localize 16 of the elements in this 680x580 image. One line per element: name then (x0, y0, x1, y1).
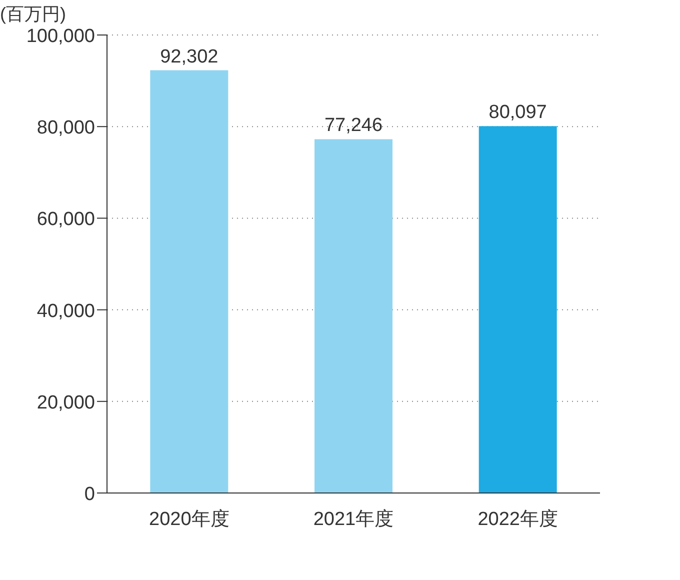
bar (150, 70, 228, 493)
y-tick-label: 80,000 (36, 118, 95, 139)
data-label: 80,097 (488, 102, 547, 124)
y-tick-label: 60,000 (36, 209, 95, 230)
y-tick-label: 100,000 (26, 26, 95, 47)
y-tick-label: 0 (84, 484, 95, 505)
x-tick-label: 2021年度 (313, 508, 394, 530)
data-label: 92,302 (160, 46, 218, 68)
y-tick-label: 20,000 (36, 392, 95, 414)
x-tick-label: 2022年度 (478, 508, 558, 530)
bar (314, 139, 392, 493)
y-axis-title: (百万円) (0, 4, 66, 24)
data-label: 77,246 (324, 115, 383, 136)
x-tick-label: 2020年度 (149, 508, 230, 530)
y-tick-label: 40,000 (36, 300, 95, 322)
bar (478, 126, 557, 493)
